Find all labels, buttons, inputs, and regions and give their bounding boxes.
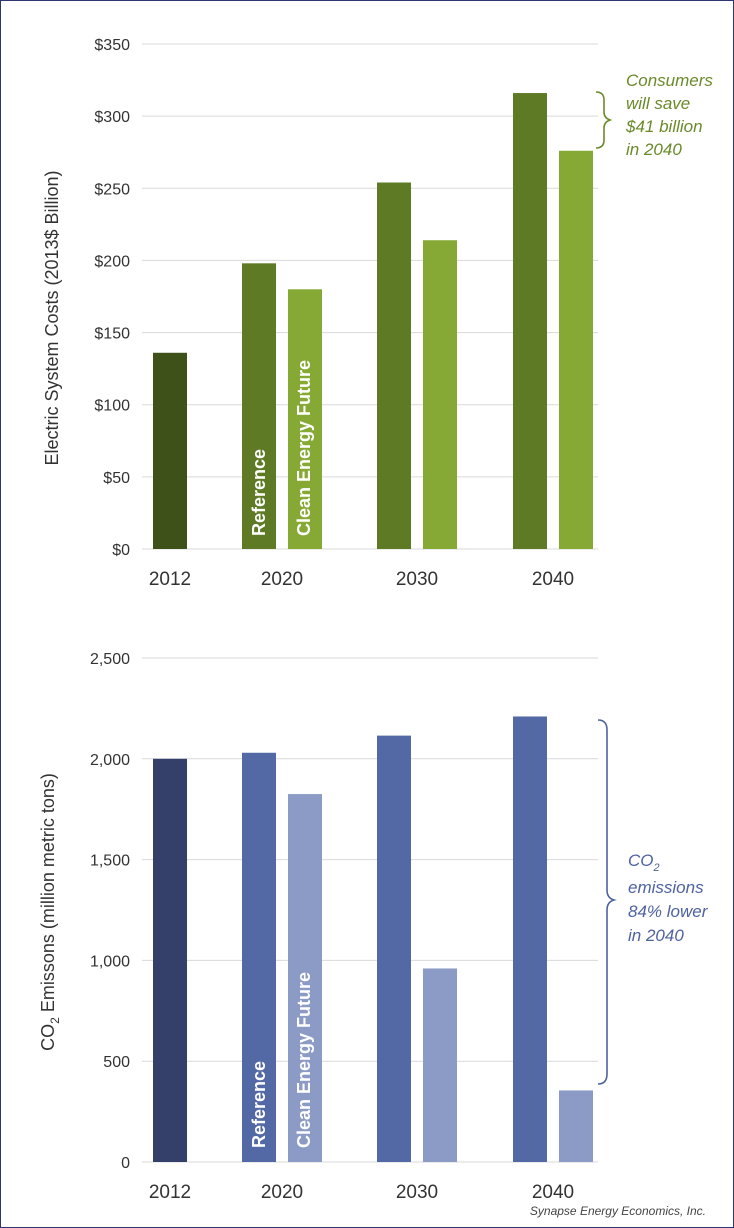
bot-y-tick-label: 0 — [121, 1155, 130, 1172]
top-category-label: 2040 — [532, 569, 574, 590]
cost-categories: 2012 2020 2030 2040 — [149, 569, 574, 590]
cost-chart: $0$50$100$150$200$250$300$350 2012 2020 20… — [42, 37, 713, 590]
top-bar-reference-2040 — [513, 93, 547, 550]
top-category-label: 2020 — [261, 569, 303, 590]
bot-y-tick-label: 1,500 — [90, 853, 130, 870]
cost-y-ticks: $0 $50 $100 $150 $200 $250 $300 $350 — [94, 37, 130, 559]
emissions-note-line: in 2040 — [628, 926, 684, 945]
top-bar-clean-2020 — [288, 289, 322, 549]
emissions-note-line: emissions — [628, 878, 704, 897]
bot-y-tick-label: 1,000 — [90, 953, 130, 970]
emissions-y-ticks: 0 500 1,000 1,500 2,000 2,500 — [90, 651, 130, 1172]
bot-bar-clean-2020 — [288, 794, 322, 1162]
cost-bar-label-reference: Reference — [249, 449, 269, 536]
cost-savings-bracket — [595, 91, 613, 149]
cost-savings-note-line: $41 billion — [625, 117, 703, 136]
emissions-note: CO2 emissions 84% lower in 2040 — [628, 851, 709, 945]
cost-savings-note-line: will save — [626, 94, 690, 113]
emissions-note-line: 84% lower — [628, 902, 709, 921]
top-category-label: 2030 — [396, 569, 438, 590]
emissions-note-co2: CO2 — [628, 851, 660, 874]
bot-bar-clean-2030 — [423, 968, 457, 1162]
cost-bars — [153, 93, 593, 550]
top-bar-reference-2030 — [377, 182, 411, 549]
emissions-categories: 2012 2020 2030 2040 — [149, 1182, 574, 1203]
bot-y-tick-label: 2,000 — [90, 752, 130, 769]
top-y-tick-label: $200 — [94, 253, 130, 270]
top-y-tick-label: $250 — [94, 181, 130, 198]
top-category-label: 2012 — [149, 569, 191, 590]
top-y-tick-label: $100 — [94, 398, 130, 415]
cost-savings-note-line: Consumers — [626, 71, 713, 90]
top-bar-clean-2040 — [559, 150, 593, 549]
top-bar-clean-2030 — [423, 240, 457, 549]
cost-savings-note-line: in 2040 — [626, 140, 682, 159]
top-bar-reference-2020 — [242, 263, 276, 549]
emissions-bar-label-reference: Reference — [249, 1061, 269, 1148]
bot-bar-reference-2030 — [377, 735, 411, 1162]
bot-y-tick-label: 2,500 — [90, 651, 130, 668]
cost-y-axis-label: Electric System Costs (2013$ Billion) — [42, 170, 62, 465]
bot-bar-reference-2040 — [513, 716, 547, 1162]
emissions-bars — [153, 716, 593, 1162]
emissions-chart: 0 500 1,000 1,500 2,000 2,500 2012 2020 2030 204… — [38, 651, 709, 1203]
cost-bar-label-clean: Clean Energy Future — [294, 360, 314, 536]
top-y-tick-label: $350 — [94, 37, 130, 54]
bot-bar-reference-2020 — [242, 752, 276, 1162]
emissions-bracket — [597, 719, 617, 1085]
bot-category-label: 2012 — [149, 1182, 191, 1203]
top-bar-reference-2012 — [153, 352, 187, 549]
bot-category-label: 2040 — [532, 1182, 574, 1203]
bot-category-label: 2020 — [261, 1182, 303, 1203]
top-y-tick-label: $0 — [112, 542, 130, 559]
cost-savings-note: Consumers will save $41 billion in 2040 — [625, 71, 713, 159]
bot-bar-reference-2012 — [153, 758, 187, 1162]
top-y-tick-label: $300 — [94, 109, 130, 126]
credit-text: Synapse Energy Economics, Inc. — [530, 1204, 706, 1218]
top-y-tick-label: $50 — [103, 470, 130, 487]
bot-bar-clean-2040 — [559, 1090, 593, 1162]
bot-category-label: 2030 — [396, 1182, 438, 1203]
top-y-tick-label: $150 — [94, 326, 130, 343]
emissions-bar-label-clean: Clean Energy Future — [294, 972, 314, 1148]
bot-y-tick-label: 500 — [103, 1054, 130, 1071]
emissions-y-axis-label: CO2 Emissons (million metric tons) — [38, 773, 62, 1051]
